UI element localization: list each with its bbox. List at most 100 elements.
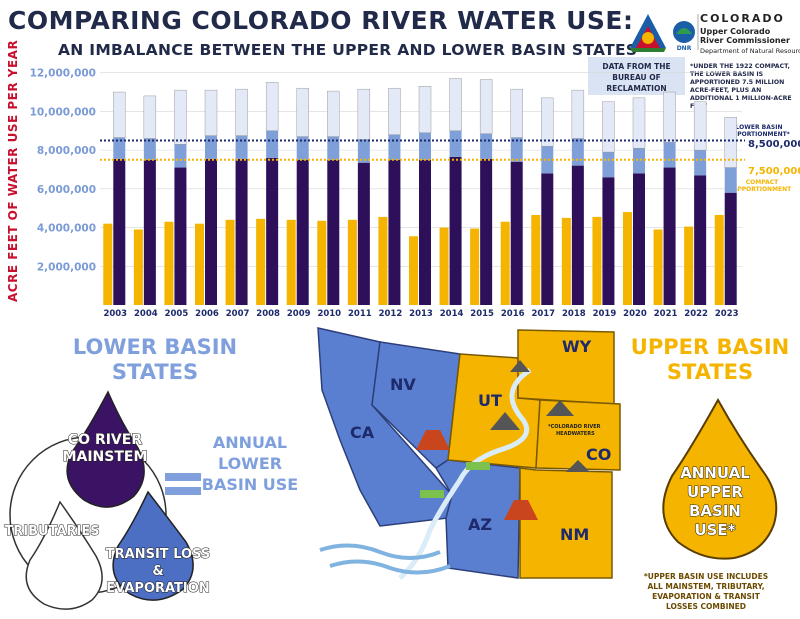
bar-transit-loss: [480, 133, 493, 159]
x-tick-label: 2017: [531, 309, 555, 319]
bar-transit-loss: [663, 142, 676, 168]
bar-transit-loss: [571, 138, 584, 166]
x-tick-label: 2023: [715, 309, 739, 319]
bar-transit-loss: [694, 150, 707, 176]
y-tick-label: 8,000,000: [37, 145, 96, 157]
bar-mainstem: [205, 158, 217, 305]
annual-upper-basin-use-label: ANNUAL UPPER BASIN USE*: [680, 464, 751, 540]
bar-mainstem: [724, 192, 737, 305]
bar-mainstem: [113, 158, 126, 305]
bar-tributaries: [693, 101, 707, 151]
x-tick-label: 2006: [195, 309, 219, 319]
bar-tributaries: [510, 88, 523, 138]
bar-transit-loss: [266, 130, 279, 158]
headwaters-label-2: HEADWATERS: [556, 431, 595, 437]
x-tick-label: 2018: [562, 309, 586, 319]
bar-upper-basin: [500, 221, 510, 305]
dam-icon: [420, 462, 490, 498]
upper-basin-title: UPPER BASIN STATES: [630, 335, 790, 384]
bar-mainstem: [357, 162, 370, 305]
bar-transit-loss: [327, 136, 340, 160]
logo-org: Upper Colorado River Commissioner: [700, 27, 790, 45]
source-note: DATA FROM THE BUREAU OF RECLAMATION: [588, 57, 685, 95]
bar-transit-loss: [143, 138, 156, 160]
upper-apportionment-label: COMPACT APPORTIONMENT: [732, 179, 792, 193]
logo-dept: Department of Natural Resources: [700, 47, 800, 55]
colorado-flag-icon: [630, 14, 666, 52]
water-waves-icon: [319, 543, 451, 575]
bar-tributaries: [479, 79, 493, 134]
bar-upper-basin: [286, 219, 296, 305]
bar-mainstem: [663, 167, 676, 305]
x-tick-label: 2013: [409, 309, 433, 319]
bar-upper-basin: [470, 228, 480, 305]
water-use-bar-chart: 2,000,000 4,000,000 6,000,000 8,000,000 10,0…: [30, 68, 745, 319]
bar-upper-basin: [195, 223, 204, 305]
lower-basin-title: LOWER BASIN STATES: [72, 335, 238, 384]
bar-mainstem: [388, 159, 401, 305]
bar-mainstem: [571, 165, 584, 305]
x-tick-label: 2022: [684, 309, 708, 319]
bar-transit-loss: [510, 137, 523, 162]
bar-transit-loss: [388, 134, 401, 160]
bar-tributaries: [418, 86, 432, 133]
bar-tributaries: [174, 89, 187, 145]
dnr-badge-icon: DNR: [673, 21, 695, 52]
bar-tributaries: [357, 88, 371, 140]
bar-transit-loss: [296, 136, 309, 160]
x-tick-label: 2016: [501, 309, 525, 319]
bar-upper-basin: [409, 236, 418, 305]
state-nm: [519, 467, 613, 579]
x-tick-label: 2011: [348, 309, 372, 319]
bar-mainstem: [419, 159, 431, 305]
annual-lower-basin-use-label: ANNUAL LOWER BASIN USE: [201, 433, 299, 494]
x-tick-label: 2005: [165, 309, 189, 319]
bar-upper-basin: [592, 216, 602, 305]
bar-tributaries: [235, 88, 248, 136]
equals-bottom-bar: [165, 487, 201, 495]
upper-basin-note: *UPPER BASIN USE INCLUDES ALL MAINSTEM, …: [643, 572, 769, 611]
dnr-badge-text: DNR: [677, 45, 692, 52]
bar-upper-basin: [531, 214, 541, 305]
lower-basin-graphic: NV CA AZ UT WY CO NM *COLORADO RIVER HEA…: [9, 327, 778, 610]
x-tick-label: 2019: [593, 309, 617, 319]
bar-tributaries: [204, 89, 218, 136]
bar-mainstem: [296, 159, 309, 305]
bar-transit-loss: [602, 152, 615, 178]
bar-mainstem: [541, 173, 554, 305]
bar-upper-basin: [164, 221, 174, 305]
red-rock-icon: [416, 430, 538, 520]
bar-tributaries: [541, 97, 554, 147]
x-tick-label: 2020: [623, 309, 647, 319]
bar-upper-basin: [317, 220, 327, 305]
mainstem-drop-label: CO RIVER MAINSTEM: [62, 432, 148, 466]
bar-tributaries: [571, 89, 585, 139]
bar-upper-basin: [133, 229, 143, 305]
bar-transit-loss: [449, 130, 462, 157]
y-tick-label: 2,000,000: [37, 261, 96, 273]
mountain-icon: [490, 360, 590, 472]
x-tick-label: 2012: [379, 309, 403, 319]
transit-drop-icon: [112, 490, 194, 601]
mainstem-drop-icon: [66, 390, 145, 508]
bar-mainstem: [235, 158, 248, 305]
bar-transit-loss: [541, 146, 554, 174]
bar-mainstem: [143, 159, 156, 305]
colorado-logo: DNR: [630, 14, 699, 52]
bar-transit-loss: [174, 144, 187, 168]
bar-tributaries: [602, 101, 615, 153]
bar-upper-basin: [653, 229, 663, 305]
equals-top-bar: [165, 473, 201, 481]
map-label-az: AZ: [468, 515, 492, 534]
bar-transit-loss: [235, 135, 248, 159]
x-tick-label: 2003: [103, 309, 127, 319]
tributaries-drop-icon: [25, 500, 103, 610]
bar-tributaries: [265, 82, 279, 131]
bar-mainstem: [602, 177, 615, 305]
bar-mainstem: [174, 167, 187, 305]
bar-tributaries: [632, 97, 646, 149]
map-label-wy: WY: [562, 337, 592, 356]
bar-transit-loss: [633, 148, 645, 174]
x-tick-label: 2004: [134, 309, 158, 319]
bar-tributaries: [388, 87, 401, 135]
